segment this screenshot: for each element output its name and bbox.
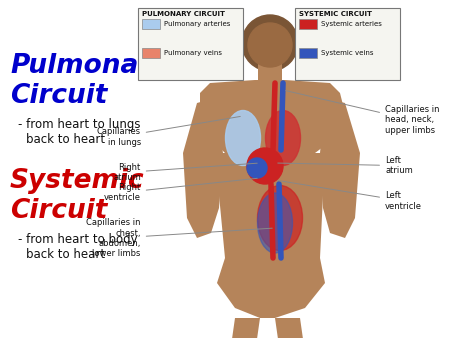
Polygon shape (320, 98, 360, 238)
Text: Pulmonary veins: Pulmonary veins (164, 50, 222, 56)
Text: - from heart to lungs: - from heart to lungs (18, 118, 140, 131)
Text: Right
atrium: Right atrium (113, 163, 257, 182)
Text: Systemic: Systemic (10, 168, 144, 194)
FancyBboxPatch shape (258, 58, 282, 80)
Circle shape (247, 148, 283, 184)
FancyBboxPatch shape (299, 48, 317, 58)
Polygon shape (200, 80, 345, 153)
Text: Capillaries
in lungs: Capillaries in lungs (97, 117, 240, 147)
Polygon shape (215, 153, 325, 278)
FancyBboxPatch shape (138, 8, 243, 80)
Text: Left
atrium: Left atrium (278, 156, 413, 175)
Text: Pulmonary: Pulmonary (10, 53, 168, 79)
Polygon shape (275, 318, 305, 338)
FancyBboxPatch shape (142, 19, 160, 29)
Text: Systemic veins: Systemic veins (321, 50, 373, 56)
FancyBboxPatch shape (142, 48, 160, 58)
Text: Capillaries in
head, neck,
upper limbs: Capillaries in head, neck, upper limbs (286, 91, 440, 135)
Text: Right
ventricle: Right ventricle (104, 178, 257, 202)
Circle shape (247, 158, 267, 178)
Circle shape (242, 15, 298, 71)
Text: Circuit: Circuit (10, 83, 108, 109)
Text: Left
ventricle: Left ventricle (278, 180, 422, 211)
Text: Circuit: Circuit (10, 198, 108, 224)
Text: back to heart: back to heart (26, 248, 105, 261)
FancyBboxPatch shape (299, 19, 317, 29)
Circle shape (248, 23, 292, 67)
Ellipse shape (266, 111, 301, 166)
Text: Systemic arteries: Systemic arteries (321, 21, 382, 27)
Text: SYSTEMIC CIRCUIT: SYSTEMIC CIRCUIT (299, 11, 372, 17)
Ellipse shape (257, 193, 292, 253)
Ellipse shape (225, 111, 261, 166)
Text: Capillaries in
chest,
abdomen,
lower limbs: Capillaries in chest, abdomen, lower lim… (86, 218, 272, 258)
Text: Pulmonary arteries: Pulmonary arteries (164, 21, 230, 27)
Ellipse shape (257, 186, 302, 250)
Text: PULMONARY CIRCUIT: PULMONARY CIRCUIT (142, 11, 225, 17)
Polygon shape (230, 318, 260, 338)
Text: back to heart: back to heart (26, 133, 105, 146)
Polygon shape (183, 98, 223, 238)
Polygon shape (217, 258, 325, 318)
Text: - from heart to body: - from heart to body (18, 233, 138, 246)
FancyBboxPatch shape (295, 8, 400, 80)
